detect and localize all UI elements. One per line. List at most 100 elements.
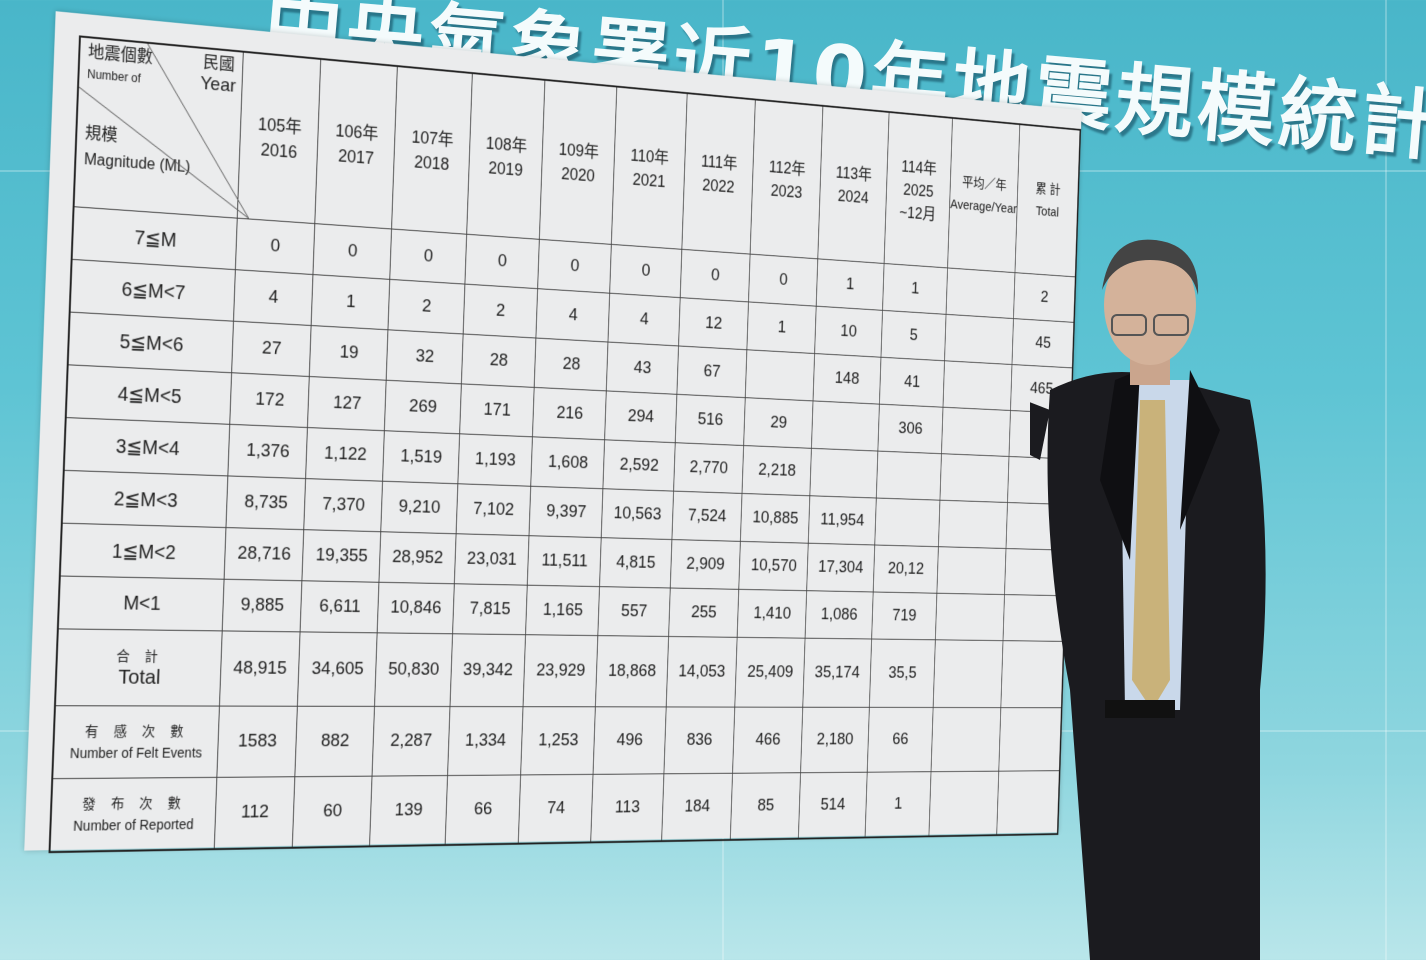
table-cell: 28,716 bbox=[223, 527, 305, 581]
presenter-tie bbox=[1132, 400, 1170, 710]
table-cell: 127 bbox=[307, 376, 387, 431]
column-year: 2024 bbox=[837, 186, 869, 207]
table-cell: 32 bbox=[386, 329, 463, 384]
table-cell: 294 bbox=[604, 390, 677, 443]
glasses-icon bbox=[1111, 314, 1147, 336]
row-label: 4≦M<5 bbox=[65, 364, 232, 425]
table-cell: 27 bbox=[231, 321, 312, 377]
table-cell: 882 bbox=[295, 706, 375, 777]
presenter-belt bbox=[1105, 700, 1175, 718]
table-cell: 0 bbox=[313, 223, 392, 280]
table-cell: 9,885 bbox=[222, 579, 303, 632]
table-cell: 29 bbox=[743, 397, 814, 449]
column-header: 114年 2025 ~12月 bbox=[883, 111, 953, 268]
table-cell bbox=[940, 453, 1010, 503]
table-cell: 516 bbox=[675, 394, 746, 446]
row-label: 5≦M<6 bbox=[67, 312, 234, 373]
table-cell: 19,355 bbox=[302, 529, 381, 583]
table-cell: 12 bbox=[678, 297, 749, 350]
table-cell: 35,5 bbox=[869, 638, 936, 708]
table-cell bbox=[931, 707, 1002, 772]
table-cell: 28,952 bbox=[379, 531, 456, 584]
table-cell: 1,334 bbox=[447, 706, 524, 776]
column-header: 平均／年 Average/Year bbox=[947, 117, 1020, 273]
table-cell: 4 bbox=[233, 269, 314, 326]
table-cell: 7,815 bbox=[452, 583, 528, 635]
table-cell: 0 bbox=[680, 249, 751, 302]
column-year: Total bbox=[1035, 203, 1060, 221]
diagonal-lines bbox=[75, 38, 255, 219]
row-label: 2≦M<3 bbox=[61, 470, 228, 528]
column-header: 113年 2024 bbox=[817, 105, 889, 264]
table-cell: 1 bbox=[882, 263, 948, 315]
table-cell: 1,122 bbox=[306, 427, 385, 482]
table-cell: 269 bbox=[384, 380, 462, 434]
table-cell: 8,735 bbox=[225, 475, 307, 530]
table-cell: 1 bbox=[816, 258, 884, 311]
row-label: 1≦M<2 bbox=[59, 523, 226, 580]
total-label-en: Total bbox=[117, 665, 161, 689]
table-cell: 1,193 bbox=[457, 433, 533, 487]
table-cell bbox=[938, 500, 1008, 549]
table-cell bbox=[809, 448, 878, 499]
table-cell: 23,929 bbox=[523, 634, 598, 707]
table-cell: 18,868 bbox=[595, 635, 669, 707]
table-cell: 9,397 bbox=[529, 486, 603, 538]
table-cell: 466 bbox=[732, 707, 803, 774]
statistics-board: 地震個數 Number of 民國 Year 規模 Magnitude (ML) 105年 2… bbox=[24, 11, 1082, 854]
table-cell: 50,830 bbox=[374, 632, 453, 707]
row-label: 6≦M<7 bbox=[69, 259, 236, 322]
table-cell: 17,304 bbox=[806, 543, 875, 592]
table-cell: 23,031 bbox=[454, 533, 530, 586]
table-cell: 10,846 bbox=[377, 582, 455, 634]
total-row: 合 計 Total 48,915 34,605 50,830 39,342 23,929 18… bbox=[54, 628, 1064, 708]
table-cell: 28 bbox=[461, 333, 537, 388]
table-cell: 836 bbox=[663, 706, 736, 774]
table-cell: 1 bbox=[747, 301, 817, 354]
table-cell: 255 bbox=[668, 587, 740, 638]
table-cell: 0 bbox=[609, 244, 682, 298]
reported-label: 發 布 次 數 Number of Reported bbox=[49, 777, 217, 853]
table-cell bbox=[941, 407, 1011, 457]
table-cell: 10 bbox=[814, 306, 883, 358]
table-cell: 216 bbox=[532, 387, 607, 440]
table-cell: 43 bbox=[606, 342, 679, 395]
table-cell bbox=[944, 314, 1014, 365]
column-header: 108年 2019 bbox=[466, 73, 546, 240]
table-cell: 2 bbox=[462, 284, 539, 339]
table-cell: 39,342 bbox=[449, 633, 526, 707]
screen-seam bbox=[1385, 0, 1387, 960]
total-label: 合 計 Total bbox=[54, 628, 223, 707]
column-header: 109年 2020 bbox=[539, 79, 617, 245]
table-cell bbox=[929, 771, 999, 837]
table-cell: 0 bbox=[235, 218, 316, 275]
table-cell: 2,218 bbox=[742, 445, 812, 496]
table-cell: 148 bbox=[813, 353, 881, 405]
table-cell: 2 bbox=[388, 279, 465, 334]
table-cell: 1 bbox=[311, 274, 390, 330]
table-cell: 14,053 bbox=[666, 636, 738, 708]
table-cell: 306 bbox=[877, 404, 944, 454]
table-cell: 1,410 bbox=[737, 589, 807, 639]
table-cell: 19 bbox=[309, 325, 389, 381]
table-cell: 1,519 bbox=[382, 430, 460, 484]
table-cell: 4 bbox=[536, 288, 610, 343]
table-cell: 0 bbox=[464, 234, 540, 289]
table-cell: 2,287 bbox=[372, 706, 450, 777]
column-year: 2022 bbox=[702, 175, 735, 197]
table-cell bbox=[745, 349, 815, 401]
table-cell: 171 bbox=[459, 383, 535, 437]
table-cell: 172 bbox=[229, 372, 310, 428]
table-cell: 60 bbox=[292, 776, 373, 848]
table-cell: 6,611 bbox=[300, 580, 380, 633]
table-cell: 1 bbox=[864, 771, 932, 838]
corner-labels: 地震個數 Number of 民國 Year 規模 Magnitude (ML) bbox=[75, 38, 243, 218]
table-cell: 66 bbox=[867, 707, 934, 773]
table-cell: 67 bbox=[676, 345, 748, 398]
earthquake-magnitude-table: 地震個數 Number of 民國 Year 規模 Magnitude (ML) 105年 2… bbox=[48, 35, 1082, 854]
table-cell: 35,174 bbox=[802, 638, 872, 708]
column-year: 2021 bbox=[632, 169, 666, 191]
felt-label-en: Number of Felt Events bbox=[69, 744, 203, 761]
column-header: 110年 2021 bbox=[611, 86, 687, 250]
row-label: 3≦M<4 bbox=[63, 417, 230, 476]
